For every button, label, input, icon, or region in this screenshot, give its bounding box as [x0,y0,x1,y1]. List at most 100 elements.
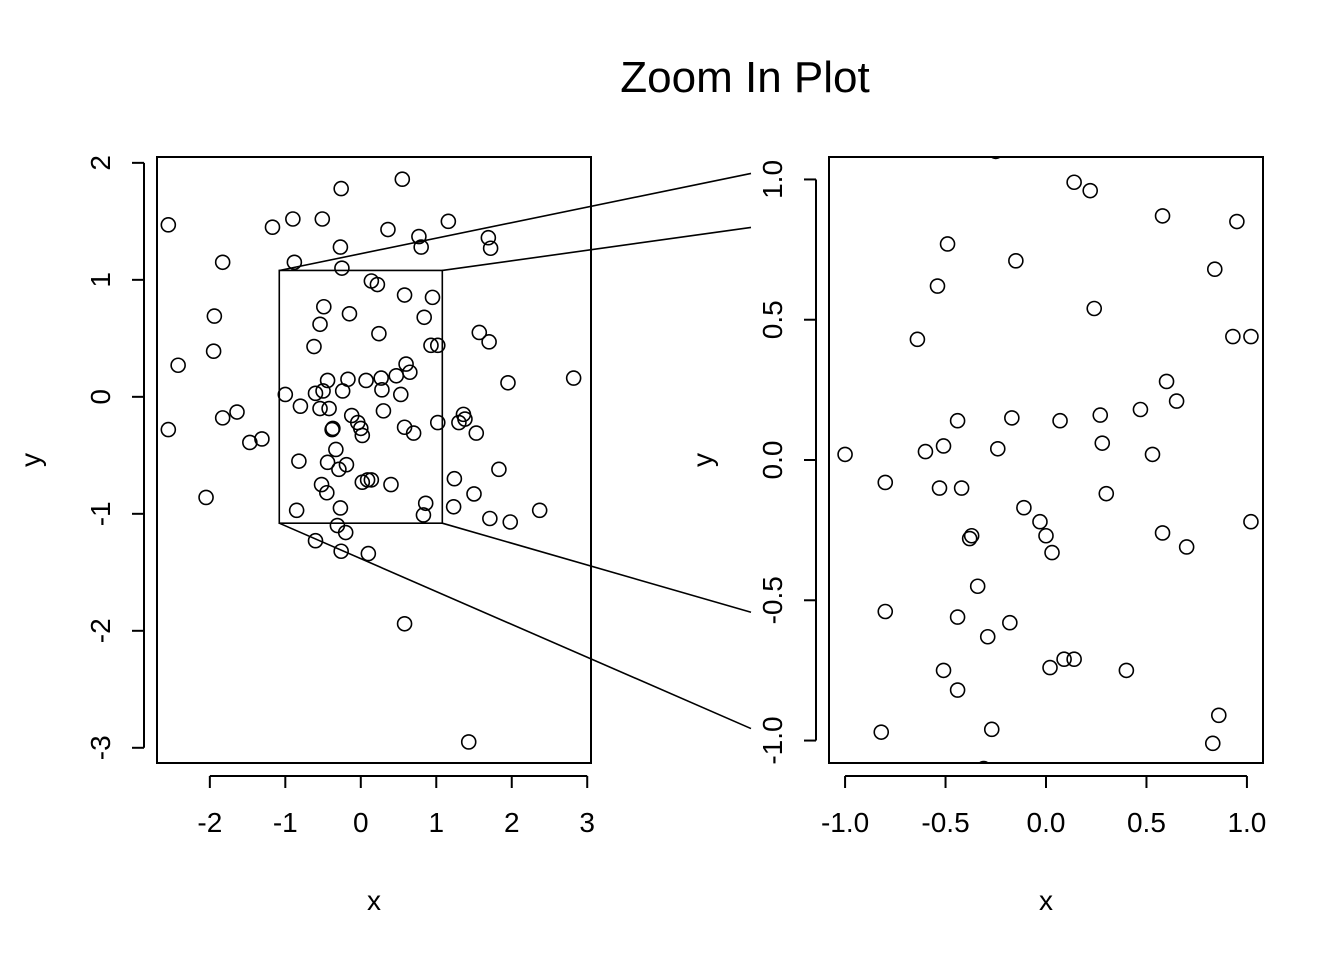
zoomed-data-point [1158,373,1175,390]
left-x-tick-label: 3 [579,807,595,838]
data-point [242,434,258,451]
data-point [565,370,582,386]
zoomed-data-point [949,609,966,625]
zoomed-data-point [1144,446,1161,463]
data-point [491,461,507,478]
left-y-tick-label: 1 [85,272,116,288]
right-y-tick-label: 0.5 [757,300,788,339]
zoomed-data-point [1229,213,1245,230]
zoomed-data-point [1243,513,1259,530]
left-x-tick-label: -1 [273,807,298,838]
right-x-tick-label: -1.0 [821,807,869,838]
data-point [206,308,223,324]
right-x-tick-label: -0.5 [921,807,969,838]
zoomed-data-point [1016,499,1032,516]
zoomed-data-point [935,662,952,679]
left-plot-frame [156,156,592,764]
data-point [198,489,214,506]
data-point [502,514,519,530]
data-point [440,213,457,230]
zoomed-data-point [917,443,934,460]
data-point [334,260,350,276]
data-point [363,472,380,488]
left-y-tick-label: -2 [85,618,116,643]
right-x-tick-label: 0.0 [1027,807,1066,838]
right-y-tick-label: 1.0 [757,160,788,199]
right-points [837,157,1259,763]
data-point [352,420,369,437]
data-point [402,364,418,381]
left-x-axis-label: x [367,885,381,916]
data-point [398,356,414,372]
right-y-tick-label: -1.0 [757,716,788,764]
data-point [312,400,328,417]
data-point [321,400,337,417]
zoomed-data-point [949,682,966,698]
zoomed-data-point [969,578,986,595]
data-point [214,254,231,271]
data-point [413,239,429,255]
data-point [306,338,322,355]
zoomed-data-point [877,603,894,620]
zoomed-data-point [953,480,970,496]
zoomed-data-point [1154,525,1171,541]
data-point [286,254,303,271]
zoom-connector-line [278,522,752,730]
zoomed-data-point [931,480,948,496]
data-point [288,502,305,519]
right-plot-frame [828,156,1264,764]
zoom-connector-line [442,226,752,272]
data-point [500,374,516,391]
zoomed-data-point [1066,651,1082,667]
zoomed-data-point [1086,300,1103,317]
data-point [214,410,231,426]
right-axes: -1.0 -0.5 0.0 0.5 1.0 -1.0 -0.5 0.0 0.5 1.0 [757,160,1266,838]
data-point [460,734,477,750]
data-point [292,398,309,414]
zoomed-data-point [877,474,894,491]
data-point [340,371,356,388]
data-point [354,427,371,444]
zoomed-data-point [1066,174,1082,191]
data-point [307,532,324,549]
zoomed-data-point [909,331,926,348]
data-point [319,372,336,389]
zoomed-data-point [1243,328,1259,345]
data-point [388,367,405,384]
left-points [160,171,582,750]
zoom-connector-lines [278,172,752,730]
zoomed-data-point [978,760,990,763]
zoomed-data-point [1082,182,1099,199]
zoomed-data-point [979,628,996,645]
data-point [315,383,331,399]
data-point [423,337,439,354]
zoomed-data-point [1206,261,1223,278]
zoomed-data-point [1118,662,1135,679]
data-point [332,239,349,255]
zoomed-data-point [1210,707,1227,724]
left-y-tick-label: -3 [85,735,116,760]
zoomed-data-point [935,438,952,454]
zoomed-data-point [1178,539,1195,555]
data-point [264,219,281,235]
data-point [291,453,307,469]
data-point [307,385,324,402]
right-x-tick-label: 1.0 [1227,807,1266,838]
right-panel: -1.0 -0.5 0.0 0.5 1.0 -1.0 -0.5 0.0 0.5 1.0 x y [687,156,1266,916]
chart-title: Zoom In Plot [620,53,869,102]
zoomed-data-point [1168,393,1185,409]
right-y-axis-label: y [687,453,718,467]
zoomed-data-point [1056,651,1072,667]
data-point [481,334,497,350]
zoomed-data-point [1154,208,1171,224]
data-point [396,287,413,303]
data-point [396,419,413,436]
right-x-axis-label: x [1039,885,1053,916]
data-point [331,461,347,478]
zoom-region-box [278,269,444,524]
zoomed-data-point [1044,544,1060,561]
zoomed-data-point [837,446,853,463]
zoomed-data-point [1032,513,1048,530]
